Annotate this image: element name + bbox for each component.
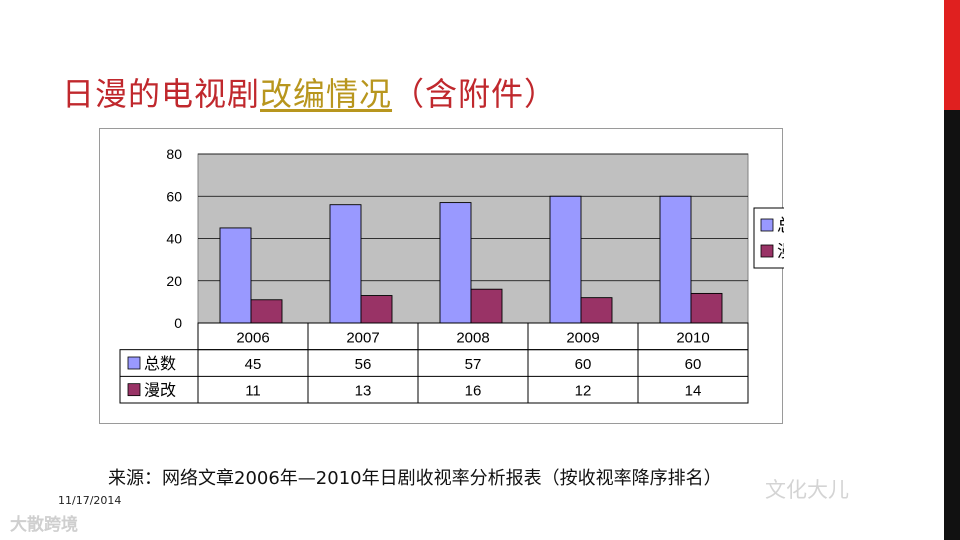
category-label: 2008 [456, 329, 489, 346]
data-label: 56 [355, 356, 372, 373]
watermark-right: 文化大儿 [765, 478, 849, 502]
data-label: 14 [685, 383, 702, 400]
slide-title: 日漫的电视剧改编情况（含附件） [62, 72, 557, 116]
table-series-name: 总数 [144, 354, 176, 373]
data-label: 60 [575, 356, 592, 373]
legend-label: 总数 [777, 216, 784, 236]
category-label: 2010 [676, 329, 709, 346]
legend-box [753, 207, 784, 269]
legend-key [760, 244, 774, 258]
table-legend-key [127, 356, 141, 370]
category-label: 2006 [236, 329, 269, 346]
title-part-suffix: （含附件） [392, 75, 558, 113]
bar-manga [580, 297, 613, 324]
y-tick-label: 0 [174, 315, 182, 331]
bar-total [659, 195, 692, 324]
data-label: 45 [245, 356, 262, 373]
bar-manga [470, 288, 503, 324]
watermark-left: 大散跨境 [10, 515, 78, 535]
legend-key [760, 218, 774, 232]
bar-total [439, 202, 472, 324]
bar-manga [360, 295, 393, 324]
table-legend-key [127, 383, 141, 397]
accent-bar-black [944, 110, 960, 540]
y-tick-label: 20 [166, 273, 182, 289]
category-label: 2007 [346, 329, 379, 346]
source-note: 来源：网络文章2006年—2010年日剧收视率分析报表（按收视率降序排名） [108, 468, 722, 489]
bar-total [219, 227, 252, 324]
y-tick-label: 60 [166, 188, 182, 204]
y-tick-label: 80 [166, 146, 182, 162]
slide-date: 11/17/2014 [58, 494, 122, 507]
table-series-name: 漫改 [144, 381, 176, 400]
data-label: 16 [465, 383, 482, 400]
bar-total [549, 195, 582, 324]
data-label: 13 [355, 383, 372, 400]
legend-label: 漫改 [777, 242, 784, 262]
chart-frame: 0 20 40 60 80 2006 2007 2008 2009 2010 总数 45 56 57 60 6… [99, 128, 784, 424]
y-tick-label: 40 [166, 231, 182, 247]
data-label: 60 [685, 356, 702, 373]
data-label: 11 [245, 383, 261, 400]
data-label: 12 [575, 383, 592, 400]
category-label: 2009 [566, 329, 599, 346]
data-label: 57 [465, 356, 482, 373]
bar-total [329, 204, 362, 324]
accent-bar-red [944, 0, 960, 110]
bar-manga [250, 299, 283, 324]
bar-chart: 0 20 40 60 80 2006 2007 2008 2009 2010 总数 45 56 57 60 6… [119, 146, 784, 404]
title-part-highlight: 改编情况 [260, 75, 393, 113]
bar-manga [690, 292, 723, 324]
title-part-main: 日漫的电视剧 [62, 75, 261, 113]
